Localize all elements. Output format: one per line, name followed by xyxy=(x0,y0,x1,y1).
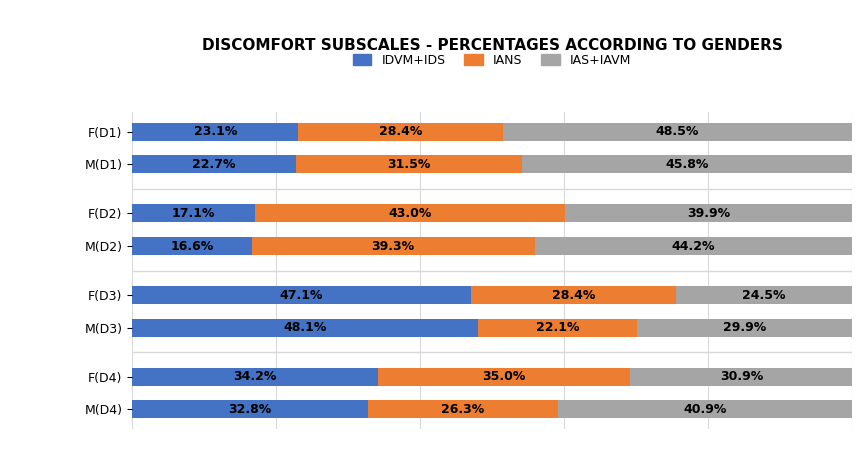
Bar xyxy=(132,400,368,418)
Text: 48.5%: 48.5% xyxy=(655,125,699,138)
Bar xyxy=(564,204,852,222)
Bar xyxy=(503,123,852,141)
Text: 34.2%: 34.2% xyxy=(233,370,277,383)
Bar xyxy=(471,286,675,304)
Bar xyxy=(132,204,255,222)
Text: 28.4%: 28.4% xyxy=(551,289,595,302)
Text: 29.9%: 29.9% xyxy=(723,321,766,334)
Text: 47.1%: 47.1% xyxy=(280,289,323,302)
Bar xyxy=(132,319,479,337)
Text: 23.1%: 23.1% xyxy=(193,125,237,138)
Bar xyxy=(535,237,853,255)
Text: 28.4%: 28.4% xyxy=(379,125,422,138)
Bar xyxy=(251,237,535,255)
Text: 26.3%: 26.3% xyxy=(441,403,485,416)
Legend: IDVM+IDS, IANS, IAS+IAVM: IDVM+IDS, IANS, IAS+IAVM xyxy=(348,49,636,72)
Text: 35.0%: 35.0% xyxy=(483,370,526,383)
Bar xyxy=(132,237,251,255)
Text: 45.8%: 45.8% xyxy=(666,158,709,171)
Bar xyxy=(296,155,522,173)
Text: 30.9%: 30.9% xyxy=(720,370,763,383)
Bar xyxy=(132,123,298,141)
Bar xyxy=(132,368,378,386)
Title: DISCOMFORT SUBSCALES - PERCENTAGES ACCORDING TO GENDERS: DISCOMFORT SUBSCALES - PERCENTAGES ACCOR… xyxy=(202,38,783,53)
Bar xyxy=(675,286,852,304)
Bar xyxy=(298,123,503,141)
Bar xyxy=(630,368,853,386)
Text: 40.9%: 40.9% xyxy=(683,403,727,416)
Bar xyxy=(132,286,471,304)
Text: 22.7%: 22.7% xyxy=(192,158,236,171)
Text: 39.3%: 39.3% xyxy=(371,240,414,253)
Text: 44.2%: 44.2% xyxy=(672,240,715,253)
Bar xyxy=(522,155,852,173)
Bar xyxy=(132,155,296,173)
Bar xyxy=(368,400,557,418)
Text: 16.6%: 16.6% xyxy=(170,240,213,253)
Text: 24.5%: 24.5% xyxy=(742,289,786,302)
Text: 39.9%: 39.9% xyxy=(687,207,730,220)
Bar xyxy=(557,400,852,418)
Text: 48.1%: 48.1% xyxy=(284,321,327,334)
Bar xyxy=(378,368,630,386)
Text: 43.0%: 43.0% xyxy=(388,207,432,220)
Text: 32.8%: 32.8% xyxy=(229,403,271,416)
Bar xyxy=(479,319,637,337)
Bar xyxy=(255,204,564,222)
Bar xyxy=(637,319,853,337)
Text: 31.5%: 31.5% xyxy=(388,158,431,171)
Text: 17.1%: 17.1% xyxy=(172,207,215,220)
Text: 22.1%: 22.1% xyxy=(536,321,580,334)
